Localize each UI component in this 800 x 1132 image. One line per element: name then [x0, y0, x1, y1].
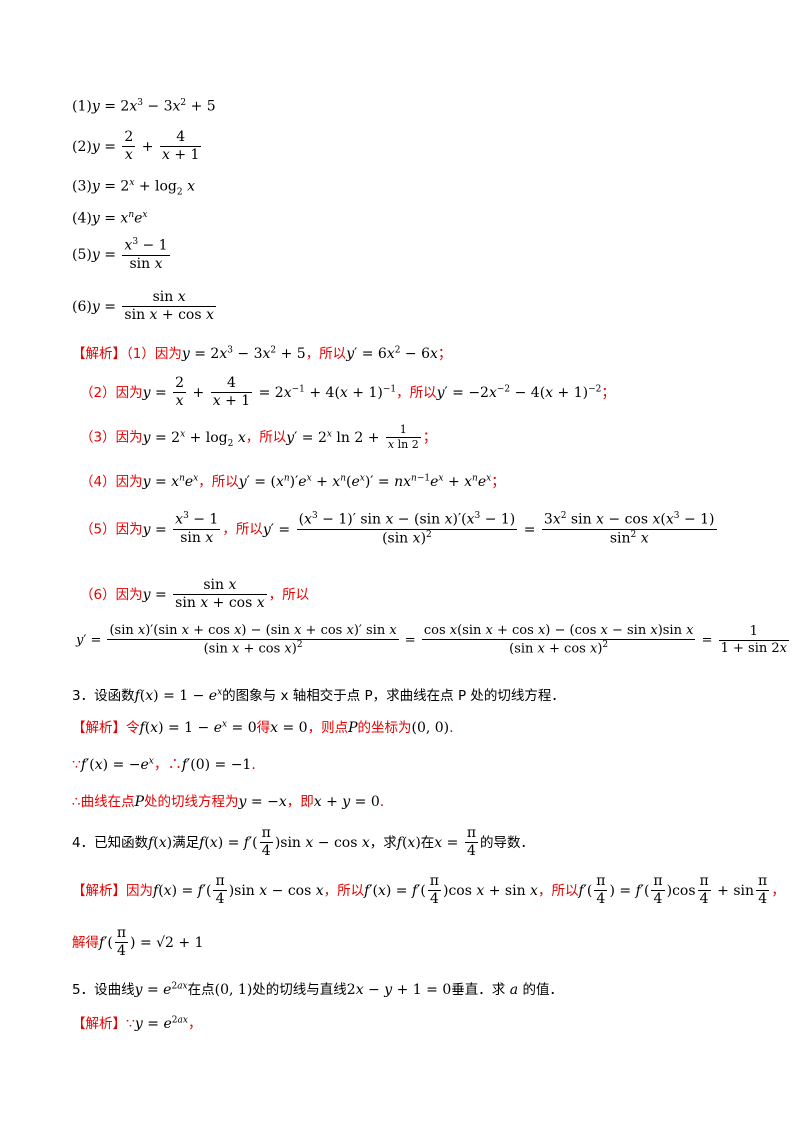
q4-answer: 解得f′(π 4) = √2 + 1	[72, 925, 204, 960]
analysis-6: （6）因为y = sin x sin x + cos x ，所以	[80, 577, 310, 612]
item-2-label: (2)	[72, 138, 92, 155]
q5-question: 5．设曲线y = e2ax在点(0, 1)处的切线与直线2x − y + 1 =…	[72, 981, 563, 998]
q5-solution: 【解析】∵y = e2ax，	[72, 1015, 202, 1032]
item-1: (1)y = 2x3 − 3x2 + 5	[72, 98, 216, 115]
q4-question: 4．已知函数f(x)满足f(x) = f′(π 4)sin x − cos x，求…	[72, 825, 535, 860]
item-5: (5)y = x3 − 1 sin x	[72, 237, 170, 273]
q4-solution: 【解析】因为f(x) = f′(π 4)sin x − cos x，所以f′(x)…	[72, 873, 786, 908]
item-6-label: (6)	[72, 298, 92, 315]
analysis-4: （4）因为y = xnex，所以y′ = (xn)′ex + xn(ex)′ =…	[80, 473, 506, 490]
q3-solution-2: ∵f′(x) = −ex，∴f′(0) = −1.	[72, 756, 256, 773]
item-1-label: (1)	[72, 98, 92, 115]
item-6: (6)y = sin x sin x + cos x	[72, 289, 216, 324]
q3-question: 3．设函数f(x) = 1 − ex的图象与 x 轴相交于点 P，求曲线在点 P…	[72, 687, 565, 704]
q3-solution-1: 【解析】令f(x) = 1 − ex = 0得x = 0，则点P的坐标为(0, …	[72, 719, 454, 736]
q3-conclusion: ∴曲线在点P处的切线方程为y = −x，即x + y = 0.	[72, 794, 385, 810]
item-3-label: (3)	[72, 178, 92, 195]
item-4-label: (4)	[72, 210, 92, 227]
item-5-label: (5)	[72, 247, 92, 264]
analysis-tag: 【解析】	[72, 346, 126, 362]
analysis-6-result: y′ = (sin x)′(sin x + cos x) − (sin x + …	[76, 623, 789, 657]
item-4: (4)y = xnex	[72, 210, 148, 227]
analysis-1: 【解析】（1）因为y = 2x3 − 3x2 + 5，所以y′ = 6x2 − …	[72, 345, 452, 362]
item-3: (3)y = 2x + log2 x	[72, 178, 195, 198]
analysis-5: （5）因为y = x3 − 1 sin x ，所以y′ = (x3 − 1)′ si…	[80, 511, 717, 547]
